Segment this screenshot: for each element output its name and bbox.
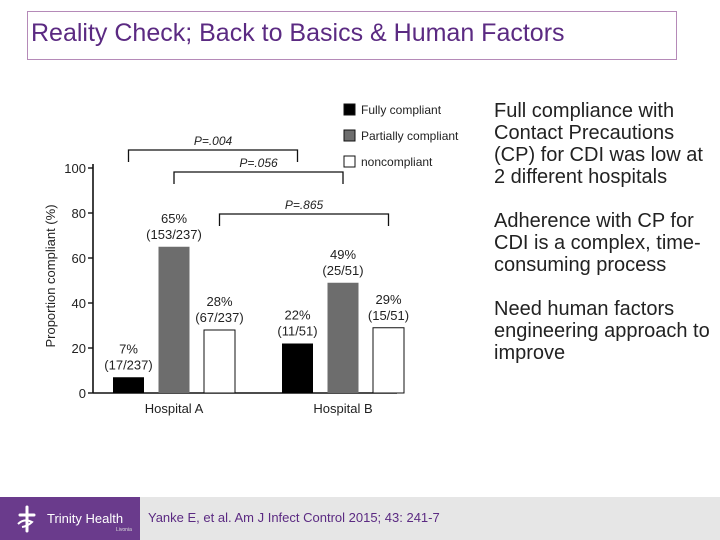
x-tick-label-0: Hospital A (145, 401, 204, 416)
cross-dove-icon (17, 505, 36, 533)
bullet-list: Full compliance with Contact Precautions… (494, 100, 714, 386)
y-tick-label-80: 80 (72, 206, 86, 221)
data-label-1-1-1: (25/51) (322, 263, 363, 278)
p-value-label-1: P=.056 (239, 156, 278, 170)
significance-bracket-1 (173, 171, 344, 184)
bar-1-1 (327, 282, 359, 393)
bar-1-0 (282, 343, 313, 393)
bar-0-1 (158, 246, 190, 393)
slide-title: Reality Check; Back to Basics & Human Fa… (31, 19, 565, 47)
y-tick-label-100: 100 (64, 161, 86, 176)
data-label-0-0-0: 7% (119, 341, 138, 356)
x-tick-label-1: Hospital B (313, 401, 372, 416)
legend-label-1: Partially compliant (361, 129, 459, 143)
p-value-label-0: P=.004 (194, 134, 233, 148)
data-label-0-0-1: (17/237) (104, 357, 152, 372)
legend-swatch-2 (343, 155, 356, 168)
data-label-1-1-0: 49% (330, 247, 356, 262)
data-label-1-2-0: 29% (375, 292, 401, 307)
bullet-3: Need human factors engineering approach … (494, 298, 710, 364)
y-tick-label-20: 20 (72, 341, 86, 356)
y-tick-label-0: 0 (79, 386, 86, 401)
trinity-health-logo: Trinity Health Livonia (0, 497, 140, 540)
legend-swatch-0 (343, 103, 356, 116)
logo-subtext: Livonia (116, 527, 132, 533)
significance-bracket-0 (127, 149, 299, 162)
title-box: Reality Check; Back to Basics & Human Fa… (27, 11, 677, 60)
data-label-0-1-0: 65% (161, 211, 187, 226)
y-tick-label-40: 40 (72, 296, 86, 311)
citation: Yanke E, et al. Am J Infect Control 2015… (148, 510, 440, 525)
y-tick-label-60: 60 (72, 251, 86, 266)
legend-swatch-1 (343, 129, 356, 142)
footer-bar: Trinity Health Livonia Yanke E, et al. A… (0, 497, 720, 540)
y-axis-label: Proportion compliant (%) (43, 204, 58, 347)
data-label-0-2-1: (67/237) (195, 310, 243, 325)
data-label-1-0-0: 22% (284, 308, 310, 323)
data-label-0-1-1: (153/237) (146, 227, 202, 242)
bar-0-0 (113, 377, 144, 393)
data-label-1-0-1: (11/51) (277, 324, 317, 339)
legend-label-2: noncompliant (361, 155, 433, 169)
bullet-2: Adherence with CP for CDI is a complex, … (494, 210, 701, 276)
bar-1-2 (372, 327, 405, 394)
bullet-1: Full compliance with Contact Precautions… (494, 100, 703, 188)
bar-0-2 (203, 329, 236, 394)
data-label-1-2-1: (15/51) (368, 308, 409, 323)
legend-label-0: Fully compliant (361, 103, 442, 117)
data-label-0-2-0: 28% (206, 294, 232, 309)
significance-bracket-2 (218, 213, 390, 226)
p-value-label-2: P=.865 (285, 198, 324, 212)
logo-text: Trinity Health (47, 511, 124, 526)
